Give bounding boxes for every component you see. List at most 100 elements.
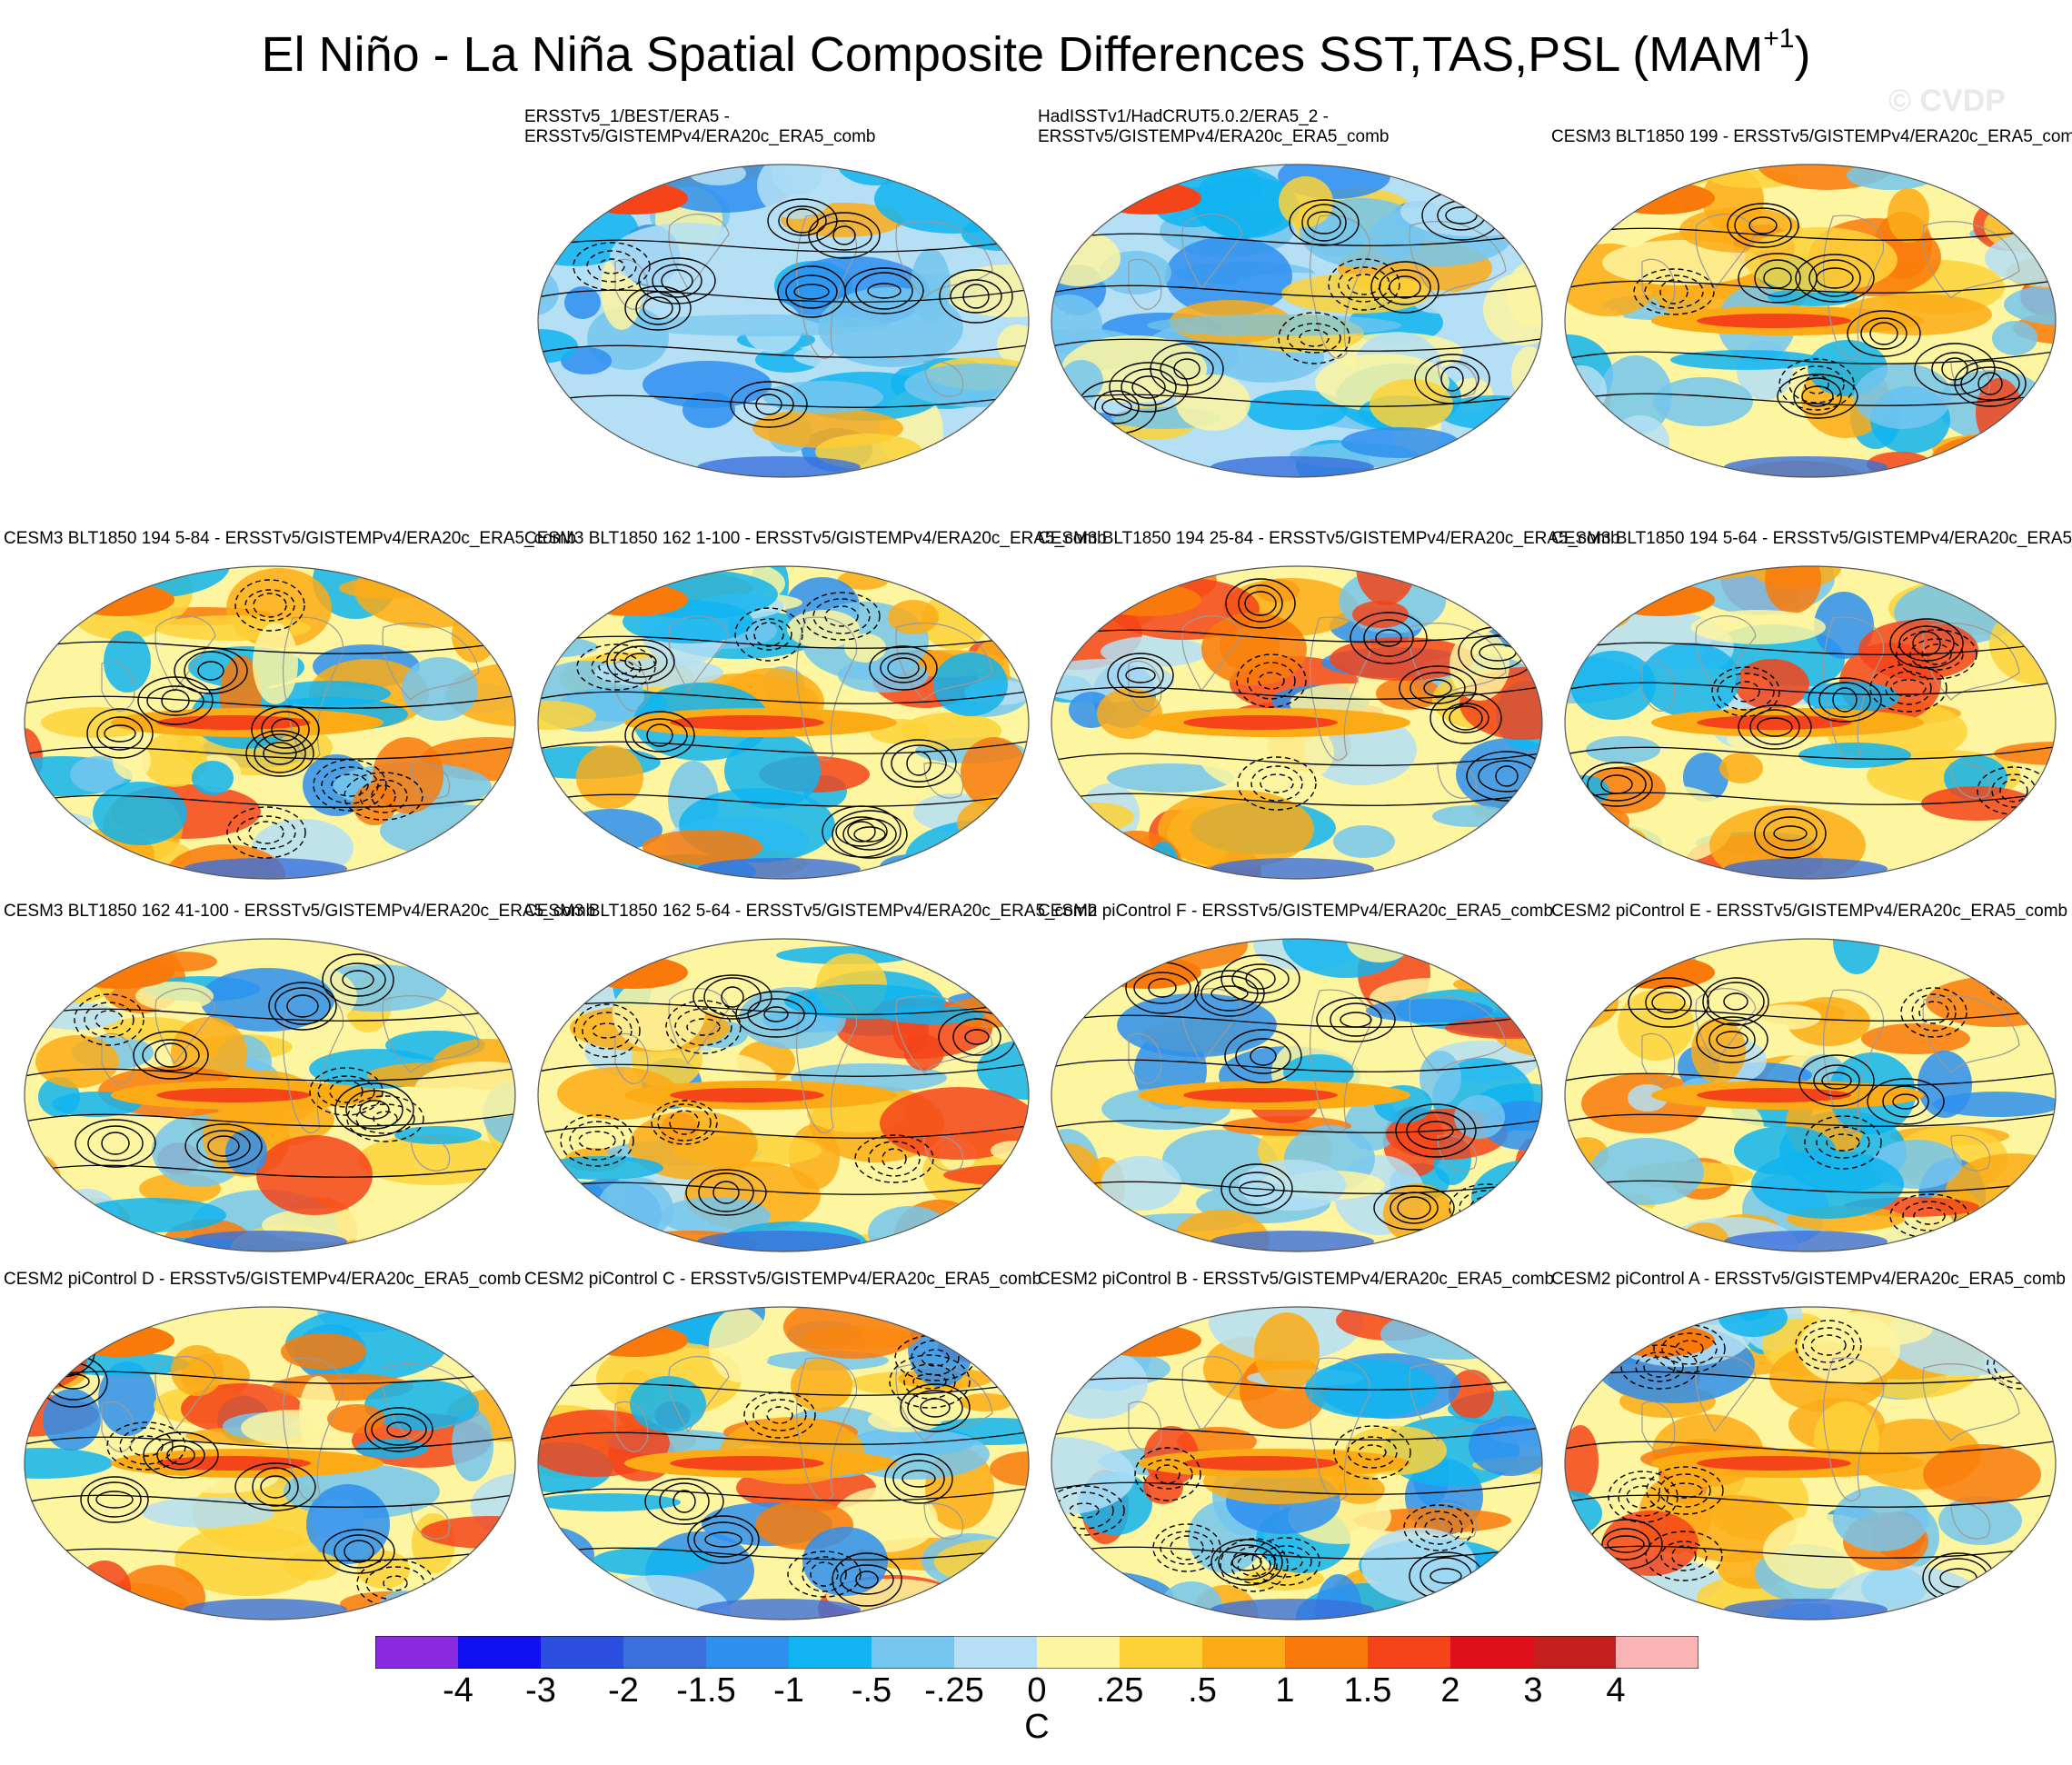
robinson-map [1051, 565, 1543, 880]
map-panel: CESM2 piControl E - ERSSTv5/GISTEMPv4/ER… [1551, 882, 2069, 1291]
panel-caption: CESM2 piControl F - ERSSTv5/GISTEMPv4/ER… [1038, 902, 1553, 922]
colorbar-swatch [1285, 1636, 1369, 1669]
colorbar-tick-label: 0 [1027, 1671, 1047, 1710]
robinson-map [24, 1306, 516, 1620]
colorbar-tick-label: -1.5 [676, 1671, 736, 1710]
title-main: El Niño - La Niña Spatial Composite Diff… [261, 27, 1764, 82]
colorbar-tick-label: -.25 [924, 1671, 984, 1710]
robinson-map [1564, 938, 2057, 1252]
robinson-map [1564, 565, 2057, 880]
colorbar-tick-label: 2 [1440, 1671, 1460, 1710]
panel-caption-line: CESM2 piControl F - ERSSTv5/GISTEMPv4/ER… [1038, 902, 1554, 921]
panel-caption: CESM3 BLT1850 199 - ERSSTv5/GISTEMPv4/ER… [1551, 107, 2072, 147]
robinson-map [537, 565, 1030, 880]
colorbar-swatch [789, 1636, 872, 1669]
robinson-map [537, 938, 1030, 1252]
robinson-map [1051, 1306, 1543, 1620]
panel-caption-line: HadISSTv1/HadCRUT5.0.2/ERA5_2 - [1038, 107, 1329, 126]
panel-caption-line: CESM2 piControl E - ERSSTv5/GISTEMPv4/ER… [1551, 902, 2068, 921]
map-panel: HadISSTv1/HadCRUT5.0.2/ERA5_2 - ERSSTv5/G… [1038, 107, 1556, 516]
panel-caption-line: CESM3 BLT1850 162 5-64 - ERSSTv5/GISTEMP… [524, 902, 1098, 921]
map-panel: CESM2 piControl D - ERSSTv5/GISTEMPv4/ER… [4, 1250, 529, 1659]
colorbar-tick-label: -3 [525, 1671, 556, 1710]
robinson-map [1564, 164, 2057, 478]
map-panel: CESM2 piControl F - ERSSTv5/GISTEMPv4/ER… [1038, 882, 1556, 1291]
panel-caption: CESM2 piControl D - ERSSTv5/GISTEMPv4/ER… [4, 1270, 521, 1290]
title-close: ) [1794, 27, 1811, 82]
panel-caption: CESM3 BLT1850 194 5-64 - ERSSTv5/GISTEMP… [1551, 529, 2072, 549]
colorbar-swatch [1616, 1636, 1698, 1669]
map-panel: CESM3 BLT1850 199 - ERSSTv5/GISTEMPv4/ER… [1551, 107, 2072, 516]
title-superscript: +1 [1763, 24, 1795, 54]
panel-caption: CESM3 BLT1850 162 41-100 - ERSSTv5/GISTE… [4, 902, 595, 922]
cvdp-watermark: © CVDP [1888, 84, 2006, 118]
colorbar-tick-label: 1.5 [1343, 1671, 1392, 1710]
robinson-map [537, 1306, 1030, 1620]
map-panel: CESM3 BLT1850 162 1-100 - ERSSTv5/GISTEM… [524, 509, 1107, 918]
panel-caption-line: CESM3 BLT1850 199 - ERSSTv5/GISTEMPv4/ER… [1551, 127, 2072, 146]
colorbar-swatch [872, 1636, 955, 1669]
colorbar-units: C [1024, 1708, 1050, 1746]
panel-caption-line: CESM2 piControl C - ERSSTv5/GISTEMPv4/ER… [524, 1270, 1042, 1289]
colorbar-swatch [1533, 1636, 1617, 1669]
map-panel: CESM3 BLT1850 194 5-64 - ERSSTv5/GISTEMP… [1551, 509, 2072, 918]
panel-caption-line: ERSSTv5/GISTEMPv4/ERA20c_ERA5_comb [524, 127, 876, 146]
panel-caption-line: CESM2 piControl D - ERSSTv5/GISTEMPv4/ER… [4, 1270, 522, 1289]
colorbar-tick-label: -1 [773, 1671, 804, 1710]
map-panel: CESM2 piControl A - ERSSTv5/GISTEMPv4/ER… [1551, 1250, 2069, 1659]
panel-caption: CESM2 piControl B - ERSSTv5/GISTEMPv4/ER… [1038, 1270, 1554, 1290]
colorbar-swatch [1368, 1636, 1451, 1669]
panel-caption: CESM2 piControl E - ERSSTv5/GISTEMPv4/ER… [1551, 902, 2067, 922]
colorbar-tick-label: 4 [1606, 1671, 1626, 1710]
panel-caption-line: CESM3 BLT1850 194 5-64 - ERSSTv5/GISTEMP… [1551, 529, 2072, 548]
colorbar [375, 1636, 1698, 1669]
colorbar-tick-label: 3 [1523, 1671, 1543, 1710]
colorbar-swatch [954, 1636, 1038, 1669]
robinson-map [1051, 938, 1543, 1252]
panel-caption: HadISSTv1/HadCRUT5.0.2/ERA5_2 - ERSSTv5/G… [1038, 107, 1389, 147]
panel-caption: ERSSTv5_1/BEST/ERA5 - ERSSTv5/GISTEMPv4/E… [524, 107, 875, 147]
robinson-map [1051, 164, 1543, 478]
panel-caption-line: CESM3 BLT1850 194 5-84 - ERSSTv5/GISTEMP… [4, 529, 577, 548]
colorbar-swatch [1202, 1636, 1286, 1669]
map-panel: CESM2 piControl C - ERSSTv5/GISTEMPv4/ER… [524, 1250, 1042, 1659]
panel-caption: CESM3 BLT1850 162 1-100 - ERSSTv5/GISTEM… [524, 529, 1107, 549]
panel-caption-line [1551, 107, 2072, 127]
panel-caption-line: ERSSTv5/GISTEMPv4/ERA20c_ERA5_comb [1038, 127, 1390, 146]
colorbar-tick-label: .25 [1095, 1671, 1144, 1710]
panel-caption: CESM3 BLT1850 194 5-84 - ERSSTv5/GISTEMP… [4, 529, 576, 549]
map-panel: ERSSTv5_1/BEST/ERA5 - ERSSTv5/GISTEMPv4/E… [524, 107, 1042, 516]
colorbar-swatch [375, 1636, 459, 1669]
colorbar-swatch [458, 1636, 542, 1669]
panel-caption-line: CESM3 BLT1850 162 41-100 - ERSSTv5/GISTE… [4, 902, 596, 921]
panel-caption-line: CESM3 BLT1850 162 1-100 - ERSSTv5/GISTEM… [524, 529, 1107, 548]
map-panel: CESM3 BLT1850 194 5-84 - ERSSTv5/GISTEMP… [4, 509, 576, 918]
colorbar-swatch [623, 1636, 707, 1669]
colorbar-swatch [541, 1636, 624, 1669]
colorbar-swatch [1450, 1636, 1534, 1669]
panel-caption-line: CESM3 BLT1850 194 25-84 - ERSSTv5/GISTEM… [1038, 529, 1620, 548]
colorbar-tick-label: -2 [608, 1671, 639, 1710]
panel-caption: CESM3 BLT1850 162 5-64 - ERSSTv5/GISTEMP… [524, 902, 1097, 922]
colorbar-tick-label: -4 [443, 1671, 473, 1710]
map-panel: CESM3 BLT1850 194 25-84 - ERSSTv5/GISTEM… [1038, 509, 1620, 918]
colorbar-swatch [1037, 1636, 1121, 1669]
figure-title: El Niño - La Niña Spatial Composite Diff… [0, 25, 2072, 84]
colorbar-tick-label: 1 [1275, 1671, 1295, 1710]
panel-caption: CESM3 BLT1850 194 25-84 - ERSSTv5/GISTEM… [1038, 529, 1620, 549]
panel-caption-line: CESM2 piControl B - ERSSTv5/GISTEMPv4/ER… [1038, 1270, 1555, 1289]
map-panel: CESM2 piControl B - ERSSTv5/GISTEMPv4/ER… [1038, 1250, 1556, 1659]
robinson-map [1564, 1306, 2057, 1620]
colorbar-tick-label: -.5 [851, 1671, 892, 1710]
panel-caption: CESM2 piControl A - ERSSTv5/GISTEMPv4/ER… [1551, 1270, 2066, 1290]
panel-caption-line: ERSSTv5_1/BEST/ERA5 - [524, 107, 730, 126]
robinson-map [24, 565, 516, 880]
robinson-map [537, 164, 1030, 478]
panel-caption-line: CESM2 piControl A - ERSSTv5/GISTEMPv4/ER… [1551, 1270, 2066, 1289]
colorbar-tick-label: .5 [1188, 1671, 1217, 1710]
robinson-map [24, 938, 516, 1252]
panel-caption: CESM2 piControl C - ERSSTv5/GISTEMPv4/ER… [524, 1270, 1041, 1290]
map-panel: CESM3 BLT1850 162 5-64 - ERSSTv5/GISTEMP… [524, 882, 1097, 1291]
map-panel: CESM3 BLT1850 162 41-100 - ERSSTv5/GISTE… [4, 882, 595, 1291]
colorbar-swatch [1120, 1636, 1203, 1669]
